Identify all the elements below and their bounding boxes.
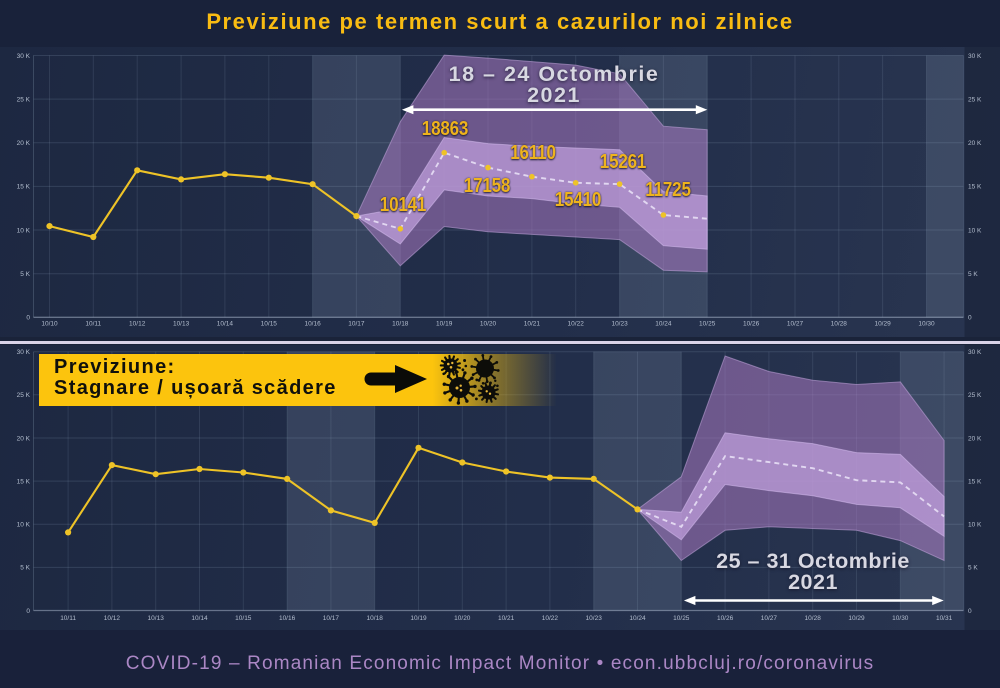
svg-text:10/28: 10/28 xyxy=(805,615,822,622)
svg-text:10/29: 10/29 xyxy=(874,321,891,328)
svg-text:25 K: 25 K xyxy=(17,96,31,103)
svg-text:10/18: 10/18 xyxy=(392,321,409,328)
svg-text:10/25: 10/25 xyxy=(699,321,716,328)
svg-text:30 K: 30 K xyxy=(968,349,982,356)
svg-text:10/17: 10/17 xyxy=(323,615,340,622)
svg-text:10/11: 10/11 xyxy=(60,615,76,622)
svg-text:10/24: 10/24 xyxy=(629,615,646,622)
svg-text:10/30: 10/30 xyxy=(892,615,909,622)
svg-text:10/19: 10/19 xyxy=(410,615,427,622)
svg-text:0: 0 xyxy=(26,315,30,322)
svg-text:10 K: 10 K xyxy=(968,522,982,529)
svg-text:10/16: 10/16 xyxy=(304,321,321,328)
svg-text:10/26: 10/26 xyxy=(743,321,760,328)
svg-text:10/24: 10/24 xyxy=(655,321,672,328)
svg-text:10/27: 10/27 xyxy=(787,321,804,328)
svg-text:10 K: 10 K xyxy=(17,522,31,529)
svg-text:25 K: 25 K xyxy=(968,392,982,399)
svg-text:10/18: 10/18 xyxy=(367,615,384,622)
svg-text:30 K: 30 K xyxy=(17,53,31,60)
svg-text:10/25: 10/25 xyxy=(673,615,690,622)
svg-text:20 K: 20 K xyxy=(968,140,982,147)
svg-text:5 K: 5 K xyxy=(20,271,30,278)
svg-text:0: 0 xyxy=(26,608,30,615)
svg-text:10/13: 10/13 xyxy=(148,615,165,622)
svg-text:25 K: 25 K xyxy=(17,392,31,399)
svg-text:10/19: 10/19 xyxy=(436,321,453,328)
svg-text:10 K: 10 K xyxy=(968,227,982,234)
svg-text:15 K: 15 K xyxy=(968,478,982,485)
svg-text:5 K: 5 K xyxy=(20,565,30,572)
svg-text:10 K: 10 K xyxy=(17,227,31,234)
svg-text:20 K: 20 K xyxy=(17,435,31,442)
svg-text:10/30: 10/30 xyxy=(918,321,935,328)
svg-text:10/20: 10/20 xyxy=(454,615,471,622)
svg-text:10/12: 10/12 xyxy=(104,615,121,622)
svg-text:10/12: 10/12 xyxy=(129,321,146,328)
svg-text:10/26: 10/26 xyxy=(717,615,734,622)
svg-text:10/27: 10/27 xyxy=(761,615,778,622)
svg-text:25 K: 25 K xyxy=(968,96,982,103)
svg-text:20 K: 20 K xyxy=(17,140,31,147)
svg-text:10/22: 10/22 xyxy=(568,321,585,328)
svg-text:10/23: 10/23 xyxy=(611,321,628,328)
svg-text:10/20: 10/20 xyxy=(480,321,497,328)
svg-text:15 K: 15 K xyxy=(968,184,982,191)
svg-text:10/14: 10/14 xyxy=(217,321,234,328)
svg-text:10/31: 10/31 xyxy=(936,615,953,622)
svg-text:10/28: 10/28 xyxy=(831,321,848,328)
svg-text:0: 0 xyxy=(968,608,972,615)
svg-text:10/21: 10/21 xyxy=(524,321,541,328)
svg-text:20 K: 20 K xyxy=(968,435,982,442)
svg-text:10/23: 10/23 xyxy=(586,615,603,622)
svg-text:10/22: 10/22 xyxy=(542,615,559,622)
svg-text:10/17: 10/17 xyxy=(348,321,365,328)
svg-text:10/16: 10/16 xyxy=(279,615,296,622)
svg-text:10/29: 10/29 xyxy=(848,615,865,622)
svg-text:15 K: 15 K xyxy=(17,184,31,191)
svg-text:10/21: 10/21 xyxy=(498,615,515,622)
svg-text:15 K: 15 K xyxy=(17,478,31,485)
svg-text:10/14: 10/14 xyxy=(191,615,208,622)
svg-text:10/13: 10/13 xyxy=(173,321,190,328)
svg-text:10/15: 10/15 xyxy=(235,615,252,622)
svg-text:0: 0 xyxy=(968,315,972,322)
svg-text:10/11: 10/11 xyxy=(85,321,101,328)
svg-text:10/10: 10/10 xyxy=(41,321,58,328)
svg-text:30 K: 30 K xyxy=(17,349,31,356)
svg-text:30 K: 30 K xyxy=(968,53,982,60)
svg-text:5 K: 5 K xyxy=(968,565,978,572)
svg-text:5 K: 5 K xyxy=(968,271,978,278)
svg-text:10/15: 10/15 xyxy=(261,321,278,328)
